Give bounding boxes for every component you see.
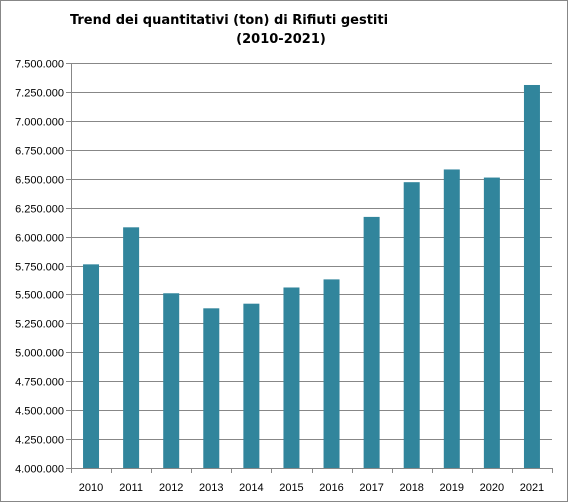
y-tick-label: 5.000.000 — [15, 348, 64, 360]
bar-2018 — [403, 182, 420, 468]
x-axis-tick-labels: 2010 2011 2012 2013 2014 2015 2016 2017 2018 2019… — [79, 482, 544, 494]
bar-2011 — [123, 227, 140, 468]
y-tick-label: 6.750.000 — [15, 146, 64, 158]
x-tick-label: 2021 — [520, 482, 544, 494]
y-tick-label: 5.750.000 — [15, 262, 64, 274]
bar-2021 — [523, 84, 540, 468]
x-tick-label: 2011 — [119, 482, 143, 494]
x-tick-label: 2014 — [239, 482, 263, 494]
y-axis-tick-labels: 4.000.000 4.250.000 4.500.000 4.750.000 5.00… — [15, 59, 64, 476]
y-tick-label: 7.000.000 — [15, 117, 64, 129]
bar-2020 — [483, 177, 500, 469]
x-tick-label: 2010 — [79, 482, 103, 494]
bar-2013 — [203, 308, 220, 468]
y-tick-label: 6.000.000 — [15, 233, 64, 245]
chart-subtitle: (2010-2021) — [236, 32, 326, 47]
bars — [83, 84, 540, 469]
y-tick-label: 4.250.000 — [15, 435, 64, 447]
x-tick-label: 2017 — [359, 482, 383, 494]
x-tick-label: 2019 — [440, 482, 464, 494]
bar-2015 — [283, 287, 300, 468]
x-tick-label: 2015 — [279, 482, 303, 494]
axes — [66, 63, 553, 473]
bar-2016 — [323, 279, 340, 468]
y-tick-label: 5.250.000 — [15, 319, 64, 331]
bar-2014 — [243, 303, 260, 468]
x-tick-label: 2018 — [399, 482, 423, 494]
y-tick-label: 6.500.000 — [15, 175, 64, 187]
y-tick-label: 6.250.000 — [15, 204, 64, 216]
y-tick-label: 4.000.000 — [15, 464, 64, 476]
bar-2019 — [443, 169, 460, 468]
y-tick-label: 7.500.000 — [15, 59, 64, 71]
x-tick-label: 2013 — [199, 482, 223, 494]
bar-2012 — [163, 293, 180, 468]
y-tick-label: 5.500.000 — [15, 290, 64, 302]
x-tick-label: 2012 — [159, 482, 183, 494]
gridlines — [71, 63, 552, 469]
chart-title: Trend dei quantitativi (ton) di Rifiuti … — [70, 13, 388, 28]
bar-2017 — [363, 216, 380, 468]
y-tick-label: 4.500.000 — [15, 406, 64, 418]
y-tick-label: 4.750.000 — [15, 377, 64, 389]
y-tick-label: 7.250.000 — [15, 88, 64, 100]
x-tick-label: 2020 — [480, 482, 504, 494]
x-tick-label: 2016 — [319, 482, 343, 494]
bar-2010 — [83, 264, 100, 468]
